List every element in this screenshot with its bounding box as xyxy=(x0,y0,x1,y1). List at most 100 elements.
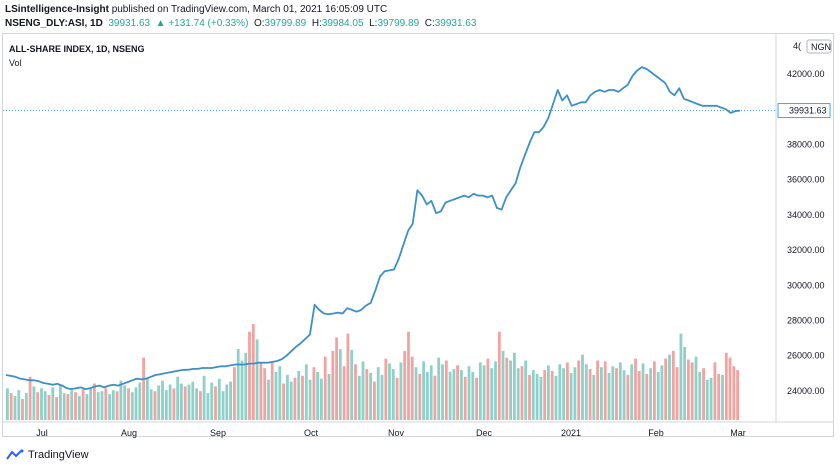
volume-bar xyxy=(350,349,354,420)
volume-bar xyxy=(444,360,448,420)
volume-bar xyxy=(486,358,490,420)
volume-bar xyxy=(323,356,327,420)
volume-bar xyxy=(104,388,108,420)
x-tick-label: Oct xyxy=(304,428,319,438)
volume-bar xyxy=(690,362,694,420)
volume-bar xyxy=(308,379,312,420)
close-label: C: xyxy=(424,18,435,29)
volume-bar xyxy=(123,385,127,420)
volume-bar xyxy=(100,391,104,420)
volume-bar xyxy=(713,362,717,420)
chart-frame xyxy=(2,33,834,437)
volume-bar xyxy=(28,376,32,420)
volume-bar xyxy=(562,368,565,420)
volume-bar xyxy=(146,377,149,420)
volume-bar xyxy=(422,361,425,420)
volume-bar xyxy=(660,365,664,420)
volume-bar xyxy=(622,370,626,420)
volume-bar xyxy=(698,372,702,420)
volume-bar xyxy=(286,374,289,420)
volume-bar xyxy=(724,352,728,420)
volume-bar xyxy=(301,375,304,420)
volume-bar xyxy=(668,354,671,420)
volume-bar xyxy=(569,373,573,420)
legend-vol: Vol xyxy=(9,58,22,68)
volume-bar xyxy=(248,331,251,420)
volume-bar xyxy=(312,367,316,420)
volume-bar xyxy=(259,362,263,420)
currency-badge[interactable] xyxy=(806,39,832,54)
volume-bar xyxy=(17,390,21,420)
volume-bar xyxy=(384,358,388,420)
volume-bar xyxy=(138,382,142,420)
volume-bar xyxy=(225,384,229,420)
volume-bar xyxy=(229,381,232,420)
volume-bar xyxy=(214,386,217,420)
volume-bar xyxy=(40,388,43,420)
volume-bar xyxy=(456,365,459,420)
volume-bar xyxy=(270,361,274,420)
volume-bar xyxy=(108,394,111,420)
y-tick-label: 32000.00 xyxy=(787,245,825,255)
volume-bar xyxy=(531,370,535,420)
volume-bar xyxy=(577,360,581,420)
volume-bar xyxy=(127,388,130,420)
volume-bar xyxy=(607,373,611,420)
volume-bar xyxy=(191,381,195,420)
volume-bar xyxy=(47,395,51,420)
volume-bar xyxy=(395,377,399,420)
volume-bar xyxy=(437,357,441,420)
volume-bar xyxy=(615,368,618,420)
volume-bar xyxy=(240,360,244,420)
volume-bar xyxy=(596,360,599,420)
volume-bar xyxy=(467,366,471,420)
volume-bar xyxy=(21,398,24,420)
volume-bar xyxy=(267,379,270,420)
volume-bar xyxy=(656,372,660,420)
last-price-label: 39931.63 xyxy=(789,106,827,116)
volume-bar xyxy=(62,393,66,420)
volume-bar xyxy=(293,377,297,420)
x-tick-label: Mar xyxy=(730,428,746,438)
volume-bar xyxy=(183,386,187,420)
x-tick-label: Jul xyxy=(36,428,48,438)
volume-bar xyxy=(320,378,323,420)
volume-bar xyxy=(388,363,391,420)
volume-bar xyxy=(732,366,736,420)
volume-bar xyxy=(728,357,732,420)
volume-bar xyxy=(130,392,134,420)
volume-bar xyxy=(410,356,414,420)
volume-bar xyxy=(618,362,622,420)
x-tick-label: Dec xyxy=(476,428,493,438)
x-tick-label: 2021 xyxy=(561,428,581,438)
volume-bar xyxy=(66,394,70,420)
volume-bar xyxy=(327,373,331,420)
volume-bar xyxy=(373,381,376,420)
tradingview-footer[interactable]: TradingView xyxy=(6,449,89,461)
volume-bar xyxy=(369,373,372,420)
volume-bar xyxy=(471,372,475,420)
volume-bar xyxy=(626,374,630,420)
volume-bar xyxy=(603,361,607,420)
volume-bar xyxy=(304,364,308,420)
volume-bar xyxy=(494,361,497,420)
volume-bar xyxy=(357,375,361,420)
volume-bar xyxy=(176,376,180,420)
volume-bar xyxy=(376,367,380,420)
volume-bar xyxy=(210,382,214,420)
volume-bar xyxy=(89,387,92,420)
volume-bar xyxy=(134,387,138,420)
volume-bar xyxy=(180,383,183,420)
y-tick-label: 36000.00 xyxy=(787,175,825,185)
volume-bar xyxy=(702,368,705,420)
volume-bar xyxy=(520,366,524,420)
volume-bar xyxy=(6,388,9,420)
volume-bar xyxy=(516,368,520,420)
volume-bar xyxy=(164,390,168,420)
volume-bar xyxy=(119,380,123,420)
volume-bar xyxy=(535,373,539,420)
price-series-line xyxy=(5,66,741,390)
volume-bar xyxy=(649,368,652,420)
publisher-name: LSintelligence-Insight xyxy=(5,4,109,15)
